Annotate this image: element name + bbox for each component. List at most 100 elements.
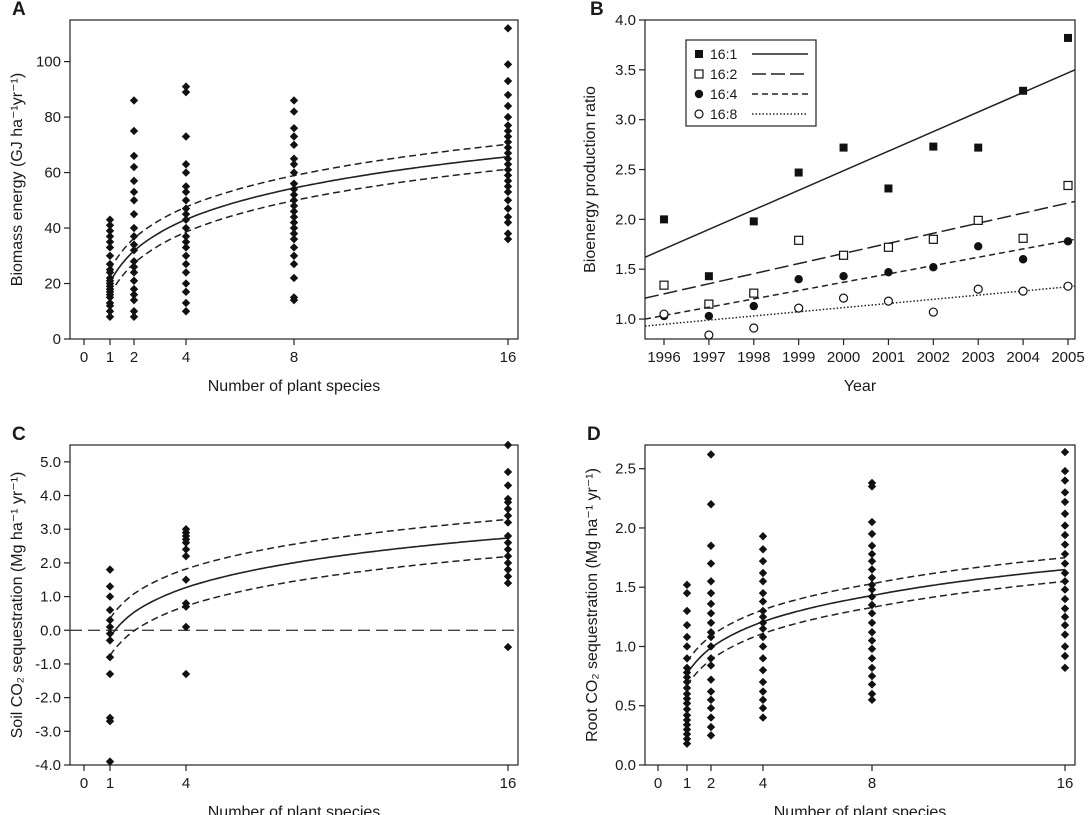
data-point xyxy=(758,654,768,663)
data-point xyxy=(1060,585,1070,594)
data-point xyxy=(867,565,877,574)
data-point xyxy=(706,577,716,586)
data-point xyxy=(503,511,513,520)
x-tick-label: 16 xyxy=(500,349,517,366)
data-point xyxy=(758,577,768,586)
data-point xyxy=(682,734,692,744)
data-point xyxy=(129,96,139,105)
data-point xyxy=(181,551,191,561)
x-axis-label: Year xyxy=(844,378,877,395)
data-point xyxy=(749,288,759,298)
ci-lower-curve xyxy=(109,168,509,295)
data-point xyxy=(129,176,139,186)
data-point xyxy=(289,259,299,269)
data-point xyxy=(758,642,768,651)
data-point xyxy=(682,677,692,687)
data-point xyxy=(181,243,191,252)
data-point xyxy=(181,599,191,608)
data-point xyxy=(794,235,804,245)
data-point xyxy=(706,661,716,670)
data-point xyxy=(706,628,716,637)
y-tick-label: 1.0 xyxy=(615,638,636,655)
data-point xyxy=(289,273,299,283)
data-point xyxy=(181,268,191,277)
data-point xyxy=(706,500,716,509)
data-point xyxy=(503,187,513,197)
data-point xyxy=(503,148,513,158)
data-point xyxy=(706,687,716,696)
fit-curve xyxy=(109,537,509,638)
data-point xyxy=(181,215,191,224)
data-point xyxy=(749,301,758,311)
data-point xyxy=(682,711,692,720)
data-point xyxy=(105,259,115,269)
data-point xyxy=(503,171,513,180)
data-point xyxy=(181,168,191,177)
data-point xyxy=(706,588,716,598)
x-tick-label: 2000 xyxy=(827,349,860,366)
data-point xyxy=(706,609,716,618)
data-point xyxy=(867,600,877,610)
data-point xyxy=(1060,651,1070,661)
data-point xyxy=(105,629,115,638)
series-16-1 xyxy=(644,33,1076,281)
data-point xyxy=(289,201,299,211)
data-point xyxy=(181,307,191,316)
data-point xyxy=(758,612,768,622)
data-point xyxy=(758,687,768,696)
data-point xyxy=(706,675,716,684)
data-point xyxy=(129,295,139,305)
data-point xyxy=(181,196,191,205)
panel-label: B xyxy=(590,0,604,20)
x-tick-label: 8 xyxy=(290,349,298,366)
data-point xyxy=(758,703,768,713)
trend-line xyxy=(644,69,1076,258)
data-point xyxy=(1063,281,1073,291)
data-point xyxy=(884,268,893,277)
y-tick-label: 20 xyxy=(44,276,61,293)
trend-line xyxy=(644,200,1076,299)
data-point xyxy=(1060,630,1070,639)
data-point xyxy=(181,298,191,308)
data-point xyxy=(867,671,877,681)
data-point xyxy=(129,276,139,285)
data-point xyxy=(503,642,513,652)
data-point xyxy=(758,545,768,554)
data-point xyxy=(1060,577,1070,586)
data-point xyxy=(758,677,768,687)
data-point xyxy=(105,592,115,601)
data-point xyxy=(1060,642,1070,651)
data-point xyxy=(503,578,513,588)
data-point xyxy=(867,695,877,705)
data-point xyxy=(928,234,938,244)
x-tick-label: 2005 xyxy=(1051,349,1084,366)
data-point xyxy=(1060,466,1070,476)
data-point xyxy=(181,279,191,288)
y-tick-label: 3.0 xyxy=(40,521,61,538)
x-tick-label: 2 xyxy=(130,349,138,366)
y-tick-label: 80 xyxy=(44,109,61,126)
data-point xyxy=(105,565,115,574)
data-point xyxy=(1018,286,1028,296)
data-point xyxy=(1060,620,1070,630)
data-point xyxy=(867,478,877,488)
data-point xyxy=(105,312,115,322)
data-point xyxy=(105,273,115,283)
data-point xyxy=(503,160,513,169)
fit-curve xyxy=(686,568,1066,675)
data-point xyxy=(181,209,191,219)
data-point xyxy=(105,298,115,308)
panel-label: D xyxy=(587,424,601,445)
data-point xyxy=(682,725,692,734)
legend-label: 16:4 xyxy=(710,86,737,102)
data-point xyxy=(794,168,803,177)
data-point xyxy=(706,559,716,568)
data-point xyxy=(105,615,115,625)
data-point xyxy=(503,137,513,147)
data-point xyxy=(867,556,877,566)
data-point xyxy=(1060,604,1070,613)
data-point xyxy=(289,223,299,233)
data-point xyxy=(503,551,513,561)
data-point xyxy=(794,274,803,284)
data-point xyxy=(289,185,299,194)
